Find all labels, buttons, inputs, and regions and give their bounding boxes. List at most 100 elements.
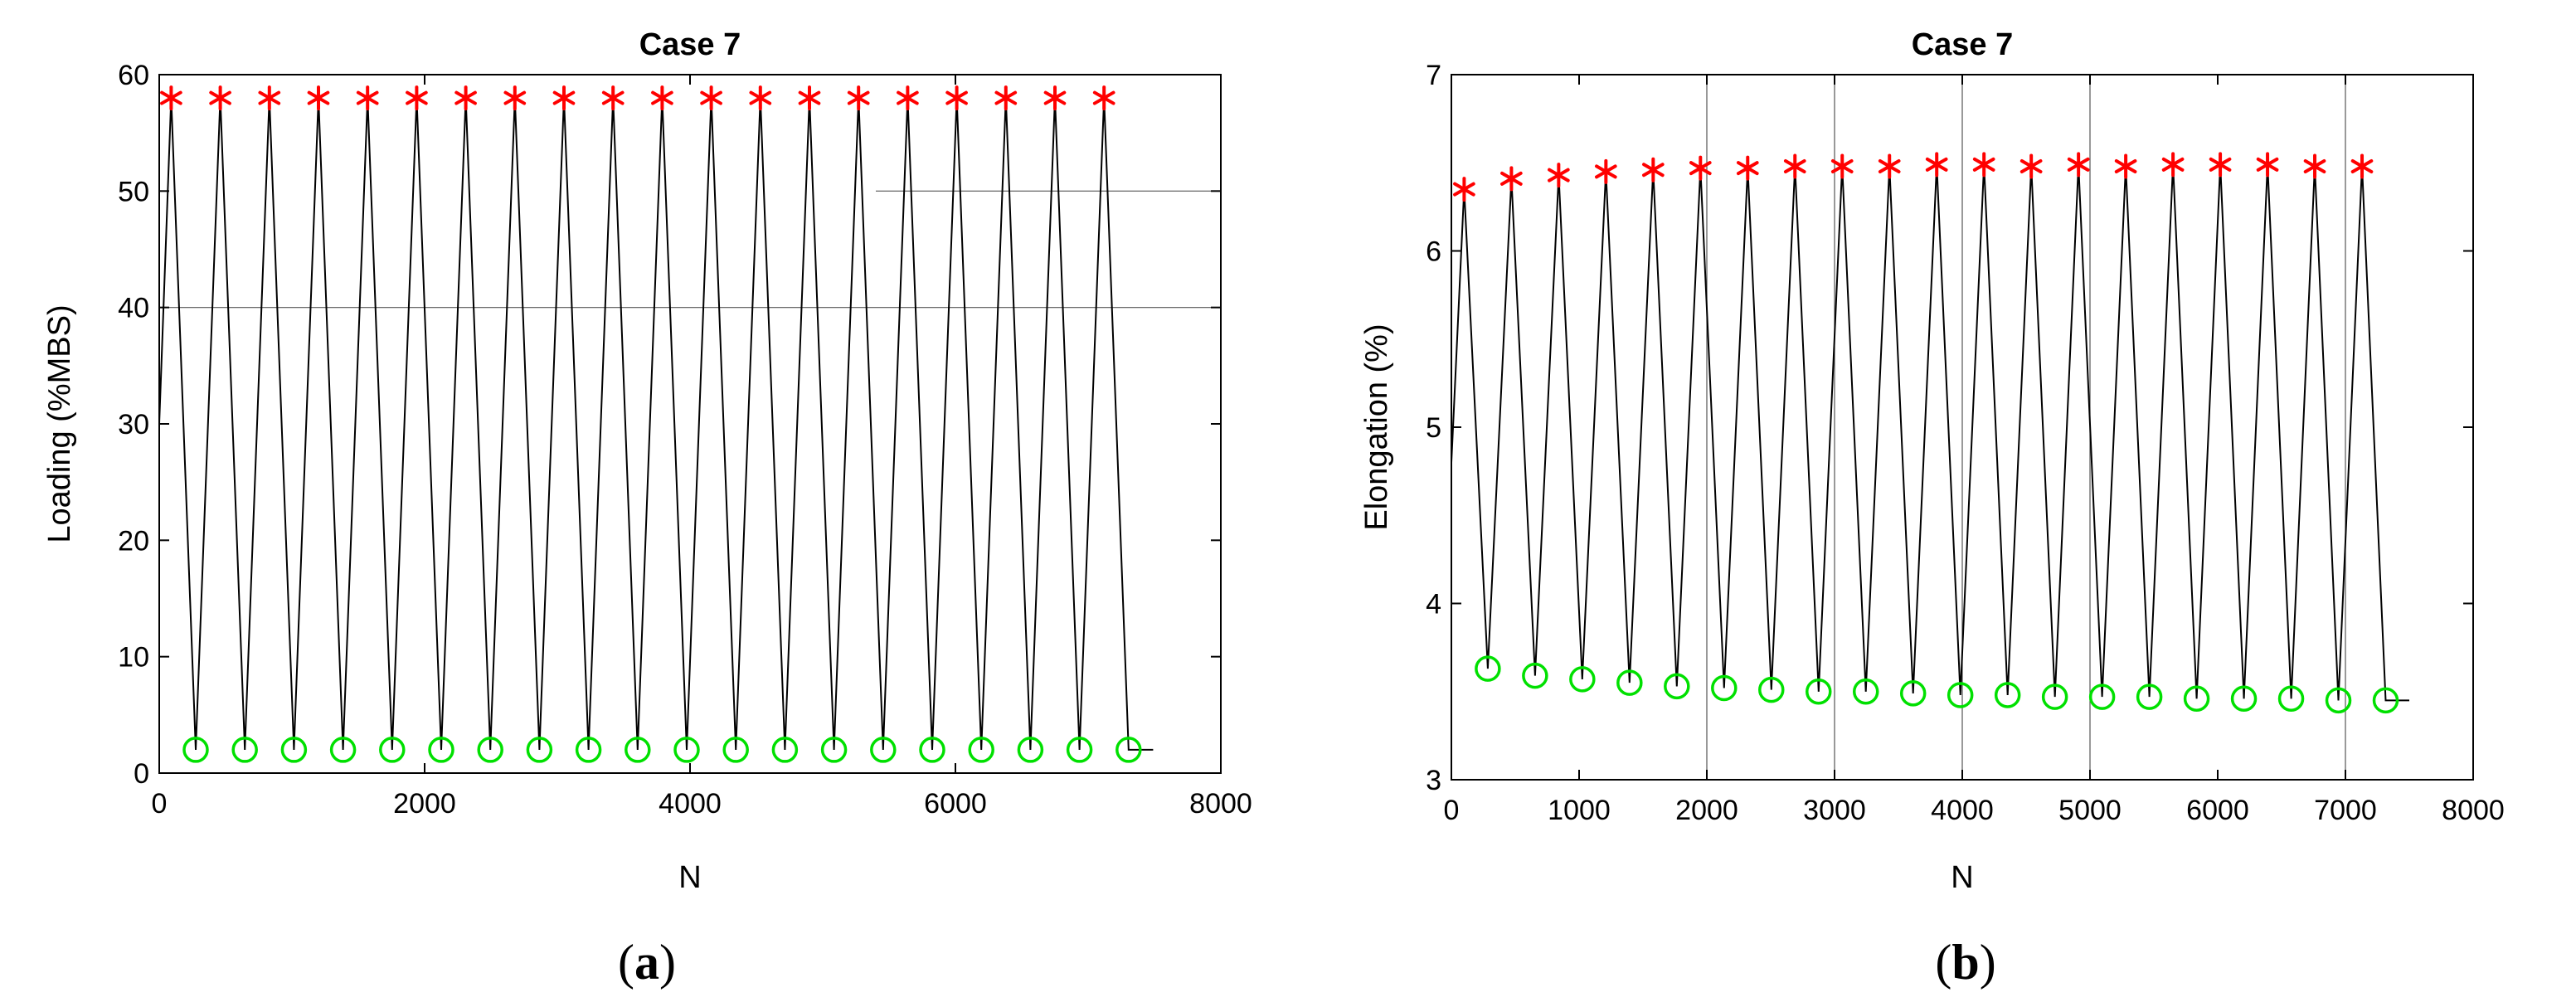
valley-marker-a-3 (329, 737, 357, 763)
panel-label-close-b: ) (1980, 935, 1996, 990)
valley-marker-b-4 (1664, 673, 1690, 700)
peak-marker-a-8 (552, 85, 576, 111)
peak-marker-b-19 (2350, 153, 2374, 179)
peak-marker-stroke-b-7-2 (1783, 159, 1806, 173)
peak-marker-stroke-a-12-2 (749, 90, 772, 105)
valley-marker-b-14 (2136, 683, 2163, 710)
valley-marker-a-16 (968, 737, 994, 763)
valley-marker-a-11 (722, 737, 749, 763)
y-tick-label-b-4: 7 (1426, 60, 1441, 91)
peak-marker-b-3 (1595, 158, 1617, 184)
peak-marker-stroke-b-1-2 (1500, 171, 1523, 186)
x-tick-label-a-1: 2000 (393, 788, 456, 820)
peak-marker-a-19 (1092, 85, 1115, 111)
x-tick-label-b-4: 4000 (1931, 795, 1994, 826)
valley-marker-b-0 (1475, 655, 1501, 682)
panel-label-a: (a) (618, 935, 676, 990)
peak-marker-stroke-b-17-2 (2256, 157, 2279, 172)
peak-marker-stroke-a-14-2 (847, 90, 870, 105)
valley-marker-b-2 (1569, 666, 1596, 693)
valley-marker-b-19 (2372, 687, 2399, 714)
peak-marker-stroke-b-16-2 (2209, 157, 2232, 172)
valley-marker-a-5 (428, 737, 454, 763)
peak-marker-stroke-b-6-2 (1736, 161, 1759, 176)
valley-marker-b-8 (1852, 679, 1879, 705)
x-tick-label-a-0: 0 (152, 788, 168, 820)
y-tick-label-b-0: 3 (1426, 765, 1441, 796)
peak-marker-a-12 (749, 85, 772, 111)
peak-marker-b-5 (1689, 155, 1712, 181)
y-tick-label-b-3: 6 (1426, 236, 1441, 268)
peak-marker-stroke-a-17-2 (994, 90, 1018, 105)
valley-marker-a-6 (477, 737, 503, 763)
peak-marker-a-18 (1043, 85, 1067, 111)
valley-marker-a-10 (673, 737, 700, 763)
peak-marker-stroke-b-19-2 (2350, 159, 2374, 173)
series-line-a (158, 98, 1154, 751)
valley-marker-b-3 (1616, 669, 1643, 696)
y-tick-label-a-1: 10 (118, 642, 149, 674)
peak-marker-stroke-a-9-2 (601, 90, 625, 105)
x-tick-label-a-2: 4000 (659, 788, 722, 820)
peak-marker-stroke-b-5-2 (1689, 161, 1712, 176)
peak-marker-stroke-b-4-2 (1642, 163, 1665, 178)
peak-marker-a-13 (798, 85, 821, 111)
peak-marker-b-9 (1878, 153, 1901, 179)
peak-marker-stroke-a-13-2 (798, 90, 821, 105)
chart-title-a: Case 7 (639, 27, 741, 62)
peak-marker-a-6 (454, 85, 477, 111)
y-tick-label-a-6: 60 (118, 60, 149, 91)
x-tick-label-a-4: 8000 (1189, 788, 1252, 820)
peak-marker-b-4 (1642, 157, 1665, 182)
panel-label-b: (b) (1935, 935, 1995, 990)
y-tick-label-b-1: 4 (1426, 589, 1441, 620)
panel-label-close-a: ) (659, 935, 676, 990)
valley-marker-b-5 (1711, 674, 1738, 702)
peak-marker-a-7 (503, 85, 527, 111)
peak-marker-b-11 (1972, 152, 1995, 178)
peak-marker-stroke-a-4-2 (356, 90, 379, 105)
peak-marker-stroke-a-2-2 (258, 90, 281, 105)
peak-marker-b-2 (1548, 163, 1570, 188)
valley-marker-a-17 (1017, 737, 1044, 763)
valley-marker-a-0 (182, 737, 209, 763)
peak-marker-a-1 (209, 85, 231, 111)
valley-marker-b-17 (2277, 685, 2305, 712)
peak-marker-stroke-a-1-2 (209, 90, 231, 105)
peak-marker-b-15 (2161, 152, 2185, 178)
peak-marker-a-9 (601, 85, 625, 111)
peak-marker-a-11 (700, 85, 722, 111)
peak-marker-stroke-a-15-2 (897, 90, 919, 105)
peak-marker-b-13 (2067, 152, 2090, 178)
peak-marker-b-16 (2209, 152, 2232, 178)
peak-marker-stroke-b-18-2 (2303, 159, 2326, 173)
valley-marker-b-18 (2325, 687, 2352, 714)
chart-b: 0 1000 2000 3000 4000 5000 6000 7000 8000 3 4 5 6 7 C… (1359, 27, 2505, 990)
valley-marker-b-9 (1899, 680, 1927, 707)
x-axis-label-b: N (1951, 860, 1973, 895)
y-tick-label-a-5: 50 (118, 176, 149, 207)
peak-marker-b-7 (1783, 153, 1806, 179)
reference-lines-a (159, 190, 1221, 309)
valley-marker-b-16 (2230, 685, 2258, 712)
peak-marker-a-17 (994, 85, 1018, 111)
panel-label-letter-a: a (634, 935, 659, 990)
valley-marker-b-15 (2183, 685, 2210, 712)
valley-marker-b-10 (1947, 682, 1974, 708)
y-tick-label-b-2: 5 (1426, 412, 1441, 444)
valley-marker-b-1 (1522, 662, 1548, 689)
peak-marker-stroke-a-8-2 (552, 90, 576, 105)
peak-marker-stroke-a-6-2 (454, 90, 477, 105)
peak-marker-b-10 (1925, 152, 1948, 178)
peak-marker-stroke-a-0-2 (160, 90, 182, 105)
series-b (1451, 152, 2409, 714)
x-tick-label-a-3: 6000 (924, 788, 987, 820)
valley-marker-b-12 (2041, 683, 2068, 710)
series-line-b (1451, 164, 2409, 702)
valley-marker-b-11 (1994, 682, 2021, 708)
peak-marker-stroke-b-2-2 (1548, 168, 1570, 182)
x-tick-label-b-6: 6000 (2186, 795, 2249, 826)
valley-marker-a-1 (231, 737, 258, 763)
valley-marker-a-19 (1115, 737, 1142, 763)
peak-marker-stroke-a-10-2 (651, 90, 673, 105)
